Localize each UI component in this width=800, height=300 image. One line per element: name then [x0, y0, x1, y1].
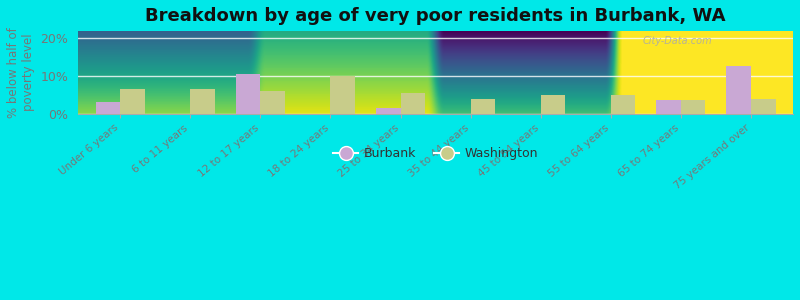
Bar — [120, 89, 145, 114]
Bar — [376, 108, 401, 114]
Bar — [751, 98, 775, 114]
Bar — [190, 89, 214, 114]
Title: Breakdown by age of very poor residents in Burbank, WA: Breakdown by age of very poor residents … — [146, 7, 726, 25]
Bar — [541, 95, 566, 114]
Bar — [611, 95, 635, 114]
Bar — [726, 67, 751, 114]
Text: City-Data.com: City-Data.com — [643, 37, 713, 46]
Y-axis label: % below half of
poverty level: % below half of poverty level — [7, 27, 35, 118]
Bar — [260, 91, 285, 114]
Legend: Burbank, Washington: Burbank, Washington — [328, 142, 543, 165]
Bar — [401, 93, 425, 114]
Bar — [470, 98, 495, 114]
Bar — [330, 76, 355, 114]
Bar — [681, 100, 706, 114]
Bar — [236, 74, 260, 114]
Bar — [656, 100, 681, 114]
Bar — [96, 102, 120, 114]
